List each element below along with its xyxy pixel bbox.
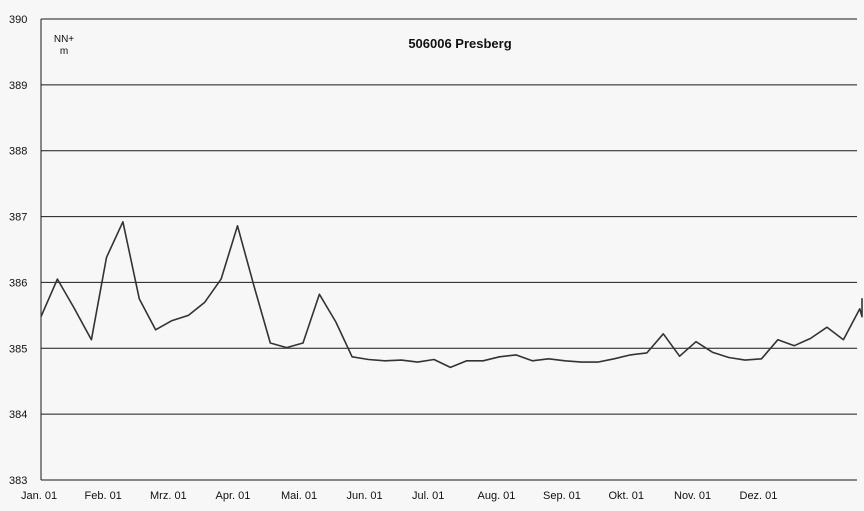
x-tick-label: Aug. 01 — [478, 490, 516, 502]
y-tick-labels: 383 384 385 386 387 388 389 390 — [9, 14, 27, 487]
x-tick-labels: Jan. 01 Feb. 01 Mrz. 01 Apr. 01 Mai. 01 Jun. … — [21, 490, 777, 502]
x-tick-label: Okt. 01 — [609, 490, 644, 502]
x-tick-label: Jun. 01 — [347, 490, 383, 502]
y-tick-label: 384 — [9, 409, 27, 421]
x-tick-label: Nov. 01 — [674, 490, 711, 502]
gridlines — [40, 18, 857, 481]
chart-title: 506006 Presberg — [408, 36, 511, 51]
series-group — [40, 221, 863, 369]
x-tick-label: Dez. 01 — [740, 490, 778, 502]
y-tick-label: 390 — [9, 14, 27, 26]
series-line — [40, 221, 863, 369]
y-tick-label: 385 — [9, 343, 27, 355]
x-tick-label: Jan. 01 — [21, 490, 57, 502]
x-tick-label: Sep. 01 — [543, 490, 581, 502]
x-tick-label: Mrz. 01 — [150, 490, 187, 502]
y-tick-label: 389 — [9, 80, 27, 92]
y-tick-label: 388 — [9, 146, 27, 158]
x-tick-label: Feb. 01 — [85, 490, 122, 502]
x-tick-label: Mai. 01 — [281, 490, 317, 502]
x-tick-label: Jul. 01 — [412, 490, 444, 502]
y-unit-label-line2: m — [60, 46, 68, 57]
x-tick-label: Apr. 01 — [216, 490, 251, 502]
y-tick-label: 387 — [9, 212, 27, 224]
y-unit-label-line1: NN+ — [54, 34, 74, 45]
y-tick-label: 383 — [9, 475, 27, 487]
y-tick-label: 386 — [9, 277, 27, 289]
